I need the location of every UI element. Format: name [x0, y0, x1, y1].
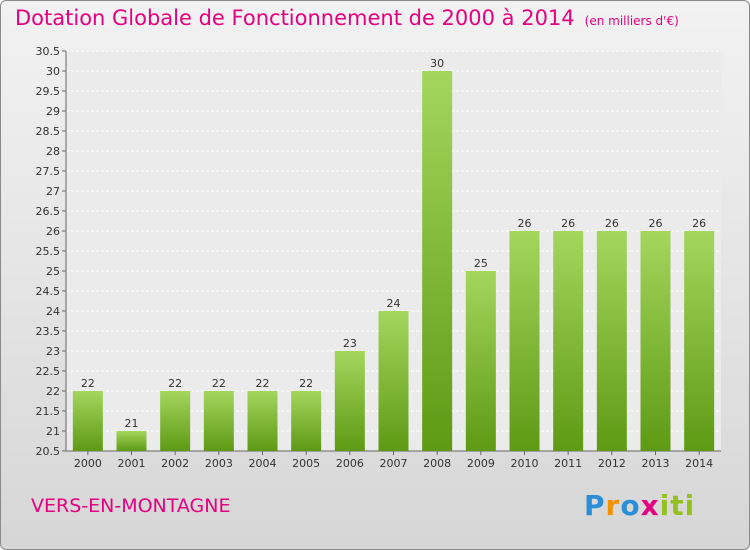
bar	[116, 431, 147, 451]
x-tick-label: 2007	[380, 457, 408, 470]
bar	[203, 391, 234, 451]
data-label: 26	[649, 217, 663, 230]
y-tick-label: 23	[46, 345, 60, 358]
y-tick-label: 26.5	[36, 205, 61, 218]
x-tick-label: 2003	[205, 457, 233, 470]
bar	[247, 391, 278, 451]
data-label: 22	[212, 377, 226, 390]
y-tick-label: 29	[46, 105, 60, 118]
y-tick-label: 27.5	[36, 165, 61, 178]
data-label: 26	[605, 217, 619, 230]
y-tick-label: 21.5	[36, 405, 61, 418]
data-label: 22	[256, 377, 270, 390]
data-label: 24	[387, 297, 401, 310]
x-tick-label: 2000	[74, 457, 102, 470]
bar	[465, 271, 496, 451]
bar	[291, 391, 322, 451]
x-tick-label: 2009	[467, 457, 495, 470]
data-label: 26	[692, 217, 706, 230]
x-tick-label: 2013	[642, 457, 670, 470]
logo-letter: i	[659, 489, 671, 522]
bar	[553, 231, 584, 451]
y-tick-label: 24.5	[36, 285, 61, 298]
y-tick-label: 26	[46, 225, 60, 238]
data-label: 21	[125, 417, 139, 430]
x-tick-label: 2006	[336, 457, 364, 470]
data-label: 26	[561, 217, 575, 230]
x-tick-label: 2008	[423, 457, 451, 470]
x-tick-label: 2005	[292, 457, 320, 470]
data-label: 26	[518, 217, 532, 230]
y-tick-label: 23.5	[36, 325, 61, 338]
logo-letter: o	[620, 489, 641, 522]
bar	[334, 351, 365, 451]
y-tick-label: 24	[46, 305, 60, 318]
chart-title: Dotation Globale de Fonctionnement de 20…	[15, 6, 679, 30]
data-label: 23	[343, 337, 357, 350]
x-tick-label: 2011	[554, 457, 582, 470]
x-tick-label: 2012	[598, 457, 626, 470]
logo-letter: P	[584, 489, 606, 522]
y-tick-label: 30.5	[36, 45, 61, 58]
logo-letter: t	[670, 489, 685, 522]
bar	[72, 391, 103, 451]
bar	[509, 231, 540, 451]
y-tick-label: 22.5	[36, 365, 61, 378]
x-tick-label: 2004	[249, 457, 277, 470]
bar	[160, 391, 191, 451]
chart-title-text: Dotation Globale de Fonctionnement de 20…	[15, 6, 575, 30]
logo-letter: r	[605, 489, 621, 522]
data-label: 30	[430, 57, 444, 70]
bar	[684, 231, 715, 451]
y-tick-label: 28	[46, 145, 60, 158]
x-tick-label: 2014	[685, 457, 713, 470]
y-tick-label: 27	[46, 185, 60, 198]
bar	[640, 231, 671, 451]
y-tick-label: 28.5	[36, 125, 61, 138]
bar	[378, 311, 409, 451]
y-tick-label: 25	[46, 265, 60, 278]
data-label: 22	[81, 377, 95, 390]
x-tick-label: 2001	[118, 457, 146, 470]
data-label: 25	[474, 257, 488, 270]
x-tick-label: 2010	[511, 457, 539, 470]
x-tick-label: 2002	[161, 457, 189, 470]
data-label: 22	[299, 377, 313, 390]
y-tick-label: 29.5	[36, 85, 61, 98]
logo-letter: x	[640, 489, 660, 522]
y-tick-label: 20.5	[36, 445, 61, 458]
commune-name: VERS-EN-MONTAGNE	[31, 495, 231, 517]
proxiti-logo[interactable]: Proxiti	[584, 489, 695, 522]
y-tick-label: 25.5	[36, 245, 61, 258]
y-tick-label: 22	[46, 385, 60, 398]
bar	[422, 71, 453, 451]
logo-letter: i	[684, 489, 696, 522]
y-tick-label: 21	[46, 425, 60, 438]
chart-subtitle: (en milliers d'€)	[584, 14, 679, 28]
y-tick-label: 30	[46, 65, 60, 78]
bar	[596, 231, 627, 451]
data-label: 22	[168, 377, 182, 390]
